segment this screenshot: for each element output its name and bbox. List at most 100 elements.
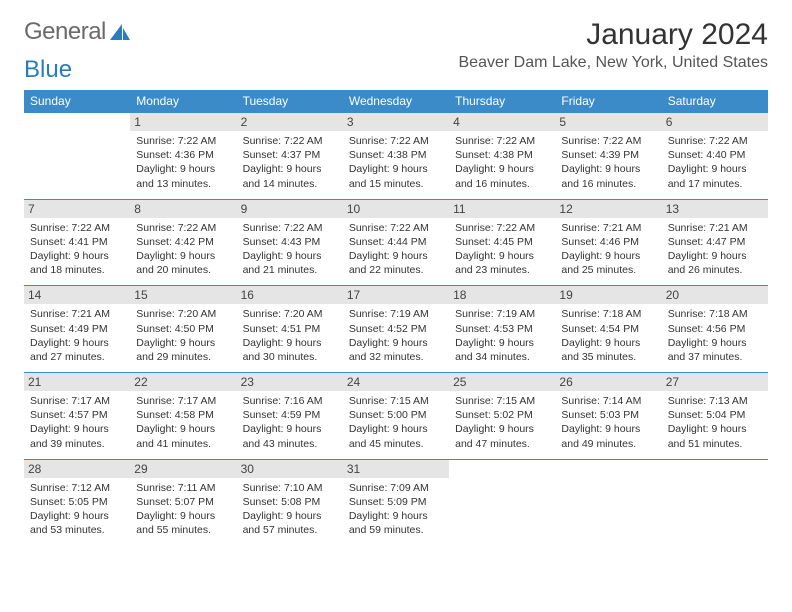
sunset-line: Sunset: 4:51 PM	[243, 322, 337, 336]
day-number: 14	[24, 286, 130, 304]
daylight-line-2: and 39 minutes.	[30, 437, 124, 451]
day-details: Sunrise: 7:22 AMSunset: 4:42 PMDaylight:…	[136, 221, 230, 278]
sunset-line: Sunset: 4:38 PM	[455, 148, 549, 162]
calendar-week-row: 7Sunrise: 7:22 AMSunset: 4:41 PMDaylight…	[24, 199, 768, 286]
day-details: Sunrise: 7:18 AMSunset: 4:56 PMDaylight:…	[668, 307, 762, 364]
day-number: 21	[24, 373, 130, 391]
sunset-line: Sunset: 4:40 PM	[668, 148, 762, 162]
calendar-cell: 28Sunrise: 7:12 AMSunset: 5:05 PMDayligh…	[24, 459, 130, 545]
calendar-cell: 15Sunrise: 7:20 AMSunset: 4:50 PMDayligh…	[130, 286, 236, 373]
daylight-line-1: Daylight: 9 hours	[349, 162, 443, 176]
day-details: Sunrise: 7:22 AMSunset: 4:36 PMDaylight:…	[136, 134, 230, 191]
sunrise-line: Sunrise: 7:18 AM	[668, 307, 762, 321]
day-number: 13	[662, 200, 768, 218]
daylight-line-2: and 45 minutes.	[349, 437, 443, 451]
calendar-page: General January 2024 Beaver Dam Lake, Ne…	[0, 0, 792, 563]
day-number: 15	[130, 286, 236, 304]
day-number: 5	[555, 113, 661, 131]
sunset-line: Sunset: 4:50 PM	[136, 322, 230, 336]
daylight-line-1: Daylight: 9 hours	[30, 336, 124, 350]
sunrise-line: Sunrise: 7:22 AM	[668, 134, 762, 148]
daylight-line-2: and 16 minutes.	[455, 177, 549, 191]
daylight-line-2: and 17 minutes.	[668, 177, 762, 191]
day-details: Sunrise: 7:19 AMSunset: 4:52 PMDaylight:…	[349, 307, 443, 364]
daylight-line-2: and 57 minutes.	[243, 523, 337, 537]
sunset-line: Sunset: 4:49 PM	[30, 322, 124, 336]
day-details: Sunrise: 7:22 AMSunset: 4:39 PMDaylight:…	[561, 134, 655, 191]
daylight-line-2: and 22 minutes.	[349, 263, 443, 277]
calendar-cell: 14 Sunrise: 7:21 AMSunset: 4:49 PMDayligh…	[24, 286, 130, 373]
day-number: 24	[343, 373, 449, 391]
daylight-line-2: and 26 minutes.	[668, 263, 762, 277]
sunset-line: Sunset: 4:52 PM	[349, 322, 443, 336]
day-number: 3	[343, 113, 449, 131]
calendar-cell: 20Sunrise: 7:18 AMSunset: 4:56 PMDayligh…	[662, 286, 768, 373]
day-details: Sunrise: 7:21 AMSunset: 4:46 PMDaylight:…	[561, 221, 655, 278]
day-details: Sunrise: 7:22 AMSunset: 4:41 PMDaylight:…	[30, 221, 124, 278]
daylight-line-1: Daylight: 9 hours	[455, 422, 549, 436]
calendar-cell: 23Sunrise: 7:16 AMSunset: 4:59 PMDayligh…	[237, 373, 343, 460]
calendar-cell: 2Sunrise: 7:22 AMSunset: 4:37 PMDaylight…	[237, 113, 343, 200]
calendar-cell: 4Sunrise: 7:22 AMSunset: 4:38 PMDaylight…	[449, 113, 555, 200]
daylight-line-2: and 21 minutes.	[243, 263, 337, 277]
day-details: Sunrise: 7:17 AMSunset: 4:58 PMDaylight:…	[136, 394, 230, 451]
calendar-cell: 8Sunrise: 7:22 AMSunset: 4:42 PMDaylight…	[130, 199, 236, 286]
day-header: Sunday	[24, 90, 130, 113]
calendar-cell: 17Sunrise: 7:19 AMSunset: 4:52 PMDayligh…	[343, 286, 449, 373]
day-number: 6	[662, 113, 768, 131]
daylight-line-2: and 35 minutes.	[561, 350, 655, 364]
daylight-line-1: Daylight: 9 hours	[243, 422, 337, 436]
sunrise-line: Sunrise: 7:22 AM	[455, 221, 549, 235]
calendar-cell	[662, 459, 768, 545]
calendar-cell	[24, 113, 130, 200]
sunset-line: Sunset: 4:58 PM	[136, 408, 230, 422]
daylight-line-2: and 51 minutes.	[668, 437, 762, 451]
sunrise-line: Sunrise: 7:16 AM	[243, 394, 337, 408]
sunrise-line: Sunrise: 7:09 AM	[349, 481, 443, 495]
calendar-cell: 26Sunrise: 7:14 AMSunset: 5:03 PMDayligh…	[555, 373, 661, 460]
month-title: January 2024	[459, 18, 769, 52]
calendar-cell: 5 Sunrise: 7:22 AMSunset: 4:39 PMDaylight…	[555, 113, 661, 200]
calendar-cell: 30Sunrise: 7:10 AMSunset: 5:08 PMDayligh…	[237, 459, 343, 545]
sunset-line: Sunset: 4:53 PM	[455, 322, 549, 336]
day-number: 16	[237, 286, 343, 304]
sunrise-line: Sunrise: 7:22 AM	[30, 221, 124, 235]
sunset-line: Sunset: 4:46 PM	[561, 235, 655, 249]
day-details: Sunrise: 7:16 AMSunset: 4:59 PMDaylight:…	[243, 394, 337, 451]
sunrise-line: Sunrise: 7:22 AM	[243, 221, 337, 235]
sunset-line: Sunset: 4:44 PM	[349, 235, 443, 249]
sunrise-line: Sunrise: 7:22 AM	[136, 134, 230, 148]
daylight-line-1: Daylight: 9 hours	[30, 422, 124, 436]
sunset-line: Sunset: 4:39 PM	[561, 148, 655, 162]
sunrise-line: Sunrise: 7:19 AM	[349, 307, 443, 321]
calendar-cell: 18Sunrise: 7:19 AMSunset: 4:53 PMDayligh…	[449, 286, 555, 373]
daylight-line-1: Daylight: 9 hours	[349, 422, 443, 436]
sunrise-line: Sunrise: 7:18 AM	[561, 307, 655, 321]
day-number: 26	[555, 373, 661, 391]
sunset-line: Sunset: 5:04 PM	[668, 408, 762, 422]
day-details: Sunrise: 7:22 AMSunset: 4:40 PMDaylight:…	[668, 134, 762, 191]
day-number: 11	[449, 200, 555, 218]
daylight-line-1: Daylight: 9 hours	[136, 249, 230, 263]
day-number: 27	[662, 373, 768, 391]
daylight-line-1: Daylight: 9 hours	[561, 162, 655, 176]
sunrise-line: Sunrise: 7:21 AM	[30, 307, 124, 321]
day-number: 10	[343, 200, 449, 218]
day-details: Sunrise: 7:22 AMSunset: 4:43 PMDaylight:…	[243, 221, 337, 278]
sunset-line: Sunset: 4:59 PM	[243, 408, 337, 422]
day-number: 18	[449, 286, 555, 304]
sunset-line: Sunset: 4:56 PM	[668, 322, 762, 336]
daylight-line-1: Daylight: 9 hours	[30, 249, 124, 263]
calendar-body: 1Sunrise: 7:22 AMSunset: 4:36 PMDaylight…	[24, 113, 768, 546]
calendar-cell: 10Sunrise: 7:22 AMSunset: 4:44 PMDayligh…	[343, 199, 449, 286]
daylight-line-1: Daylight: 9 hours	[243, 249, 337, 263]
day-details: Sunrise: 7:09 AMSunset: 5:09 PMDaylight:…	[349, 481, 443, 538]
day-details: Sunrise: 7:10 AMSunset: 5:08 PMDaylight:…	[243, 481, 337, 538]
daylight-line-2: and 23 minutes.	[455, 263, 549, 277]
sunrise-line: Sunrise: 7:10 AM	[243, 481, 337, 495]
daylight-line-1: Daylight: 9 hours	[668, 162, 762, 176]
daylight-line-2: and 15 minutes.	[349, 177, 443, 191]
day-details: Sunrise: 7:13 AMSunset: 5:04 PMDaylight:…	[668, 394, 762, 451]
calendar-cell: 24Sunrise: 7:15 AMSunset: 5:00 PMDayligh…	[343, 373, 449, 460]
day-number: 22	[130, 373, 236, 391]
